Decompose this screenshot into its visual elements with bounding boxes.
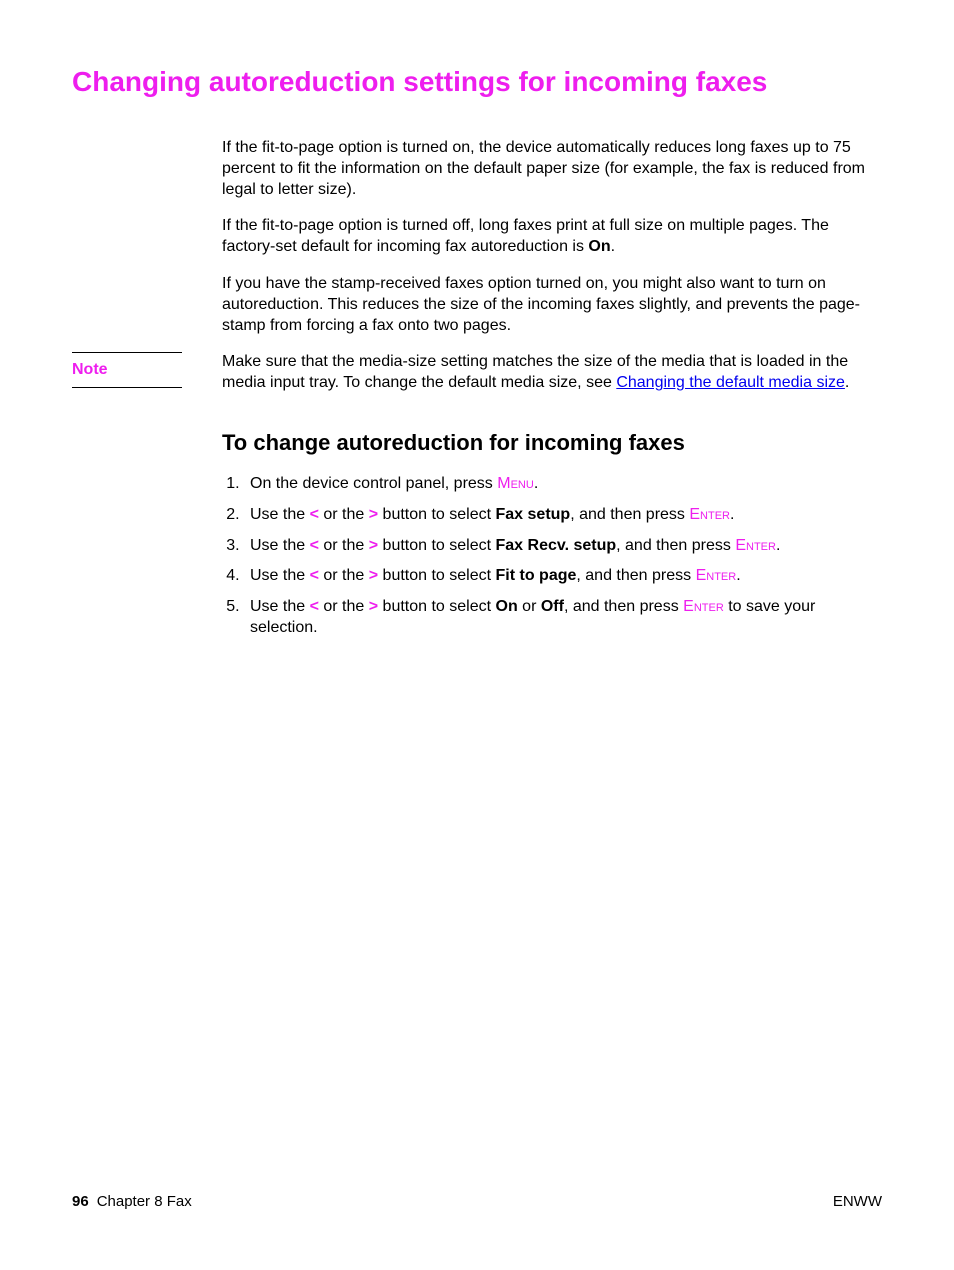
page-number: 96 [72,1193,89,1210]
procedure-list: On the device control panel, press Menu.… [222,474,882,639]
paragraph-2: If the fit-to-page option is turned off,… [222,216,882,258]
period: . [736,567,740,584]
menu-key: Menu [497,475,534,492]
note-body: Make sure that the media-size setting ma… [222,352,882,394]
note-block: Note Make sure that the media-size setti… [72,352,882,394]
nav-or: or the [319,598,369,615]
nav-b: button to select [378,567,495,584]
gt-key: > [369,537,378,554]
gt-key: > [369,598,378,615]
nav-b: button to select [378,506,495,523]
footer-right: ENWW [833,1193,882,1210]
enter-key: Enter [683,598,724,615]
then-press: , and then press [564,598,683,615]
lt-key: < [310,598,319,615]
p2-text-b: . [611,238,615,255]
page-body: Changing autoreduction settings for inco… [0,0,954,639]
enter-key: Enter [735,537,776,554]
lt-key: < [310,567,319,584]
nav-b: button to select [378,598,495,615]
step-2: Use the < or the > button to select Fax … [244,505,882,526]
paragraph-1: If the fit-to-page option is turned on, … [222,138,882,200]
s4-sel: Fit to page [496,567,577,584]
gt-key: > [369,567,378,584]
s3-sel: Fax Recv. setup [496,537,617,554]
enter-key: Enter [696,567,737,584]
page-footer: 96 Chapter 8 Fax ENWW [72,1193,882,1210]
s1-a: On the device control panel, press [250,475,497,492]
paragraph-3: If you have the stamp-received faxes opt… [222,274,882,336]
p2-bold: On [588,238,610,255]
note-label-wrap: Note [72,352,222,394]
nav-or: or the [319,537,369,554]
note-link[interactable]: Changing the default media size [616,374,845,391]
step-4: Use the < or the > button to select Fit … [244,566,882,587]
nav-or: or the [319,506,369,523]
enter-key: Enter [689,506,730,523]
page-title: Changing autoreduction settings for inco… [72,66,882,98]
nav-or: or the [319,567,369,584]
chapter-label: Chapter 8 Fax [97,1193,192,1210]
lt-key: < [310,537,319,554]
procedure-title: To change autoreduction for incoming fax… [222,430,882,456]
then-press: , and then press [576,567,695,584]
procedure-block: To change autoreduction for incoming fax… [222,430,882,639]
intro-block: If the fit-to-page option is turned on, … [222,138,882,336]
period: . [776,537,780,554]
s5-off: Off [541,598,564,615]
then-press: , and then press [616,537,735,554]
step-1: On the device control panel, press Menu. [244,474,882,495]
nav-a: Use the [250,537,310,554]
lt-key: < [310,506,319,523]
step-3: Use the < or the > button to select Fax … [244,536,882,557]
s5-or: or [518,598,541,615]
nav-a: Use the [250,567,310,584]
s5-on: On [496,598,518,615]
note-label: Note [72,352,182,388]
step-5: Use the < or the > button to select On o… [244,597,882,639]
nav-b: button to select [378,537,495,554]
footer-left: 96 Chapter 8 Fax [72,1193,192,1210]
then-press: , and then press [570,506,689,523]
gt-key: > [369,506,378,523]
note-text-b: . [845,374,849,391]
nav-a: Use the [250,598,310,615]
nav-a: Use the [250,506,310,523]
s1-b: . [534,475,538,492]
s2-sel: Fax setup [496,506,571,523]
period: . [730,506,734,523]
p2-text-a: If the fit-to-page option is turned off,… [222,217,829,255]
